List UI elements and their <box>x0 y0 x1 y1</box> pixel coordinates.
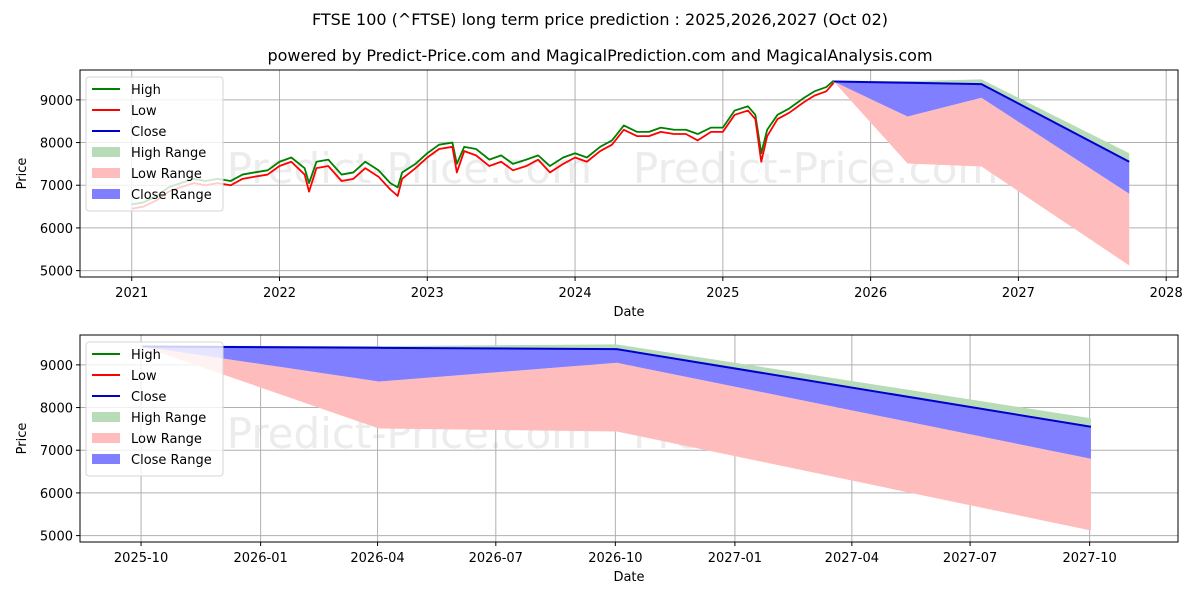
x-tick-label: 2026 <box>854 286 887 301</box>
close-range-band <box>142 346 1091 459</box>
legend-close-range-swatch <box>92 454 120 464</box>
x-tick-label: 2026-01 <box>233 551 287 566</box>
y-tick-label: 5000 <box>40 265 73 280</box>
low-range-band <box>833 81 1130 266</box>
high-price-line <box>131 79 835 206</box>
legend-frame <box>85 76 224 212</box>
y-tick-label: 7000 <box>40 444 73 459</box>
legend-label: Close Range <box>131 453 212 468</box>
y-tick-label: 8000 <box>40 137 73 152</box>
legend-high-range-swatch <box>92 412 120 422</box>
low-range-band <box>142 346 1091 531</box>
x-axis-label: Date <box>613 570 644 585</box>
y-tick-label: 5000 <box>40 530 73 545</box>
legend-label: Low <box>131 369 157 384</box>
x-tick-label: 2023 <box>411 286 444 301</box>
legend-label: High <box>131 348 161 363</box>
legend: High Low Close High Range Low Range Close Ran… <box>85 341 224 477</box>
x-axis-label: Date <box>613 305 644 320</box>
chart-subtitle: powered by Predict-Price.com and Magical… <box>267 46 933 65</box>
close-forecast-line <box>142 345 1092 428</box>
x-tick-label: 2025-10 <box>114 551 168 566</box>
x-tick-label: 2028 <box>1150 286 1183 301</box>
legend-frame <box>85 341 224 477</box>
overview-axes: Predict-Price.com Predict-Price.com 2021 20… <box>15 69 1183 320</box>
y-axis-label: Price <box>15 158 30 190</box>
x-tick-label: 2027-07 <box>943 551 997 566</box>
x-tick-label: 2027-04 <box>825 551 879 566</box>
legend-low-range-swatch <box>92 433 120 443</box>
x-tick-label: 2021 <box>115 286 148 301</box>
legend-label: Close <box>131 125 166 140</box>
x-tick-label: 2027-01 <box>708 551 762 566</box>
low-price-line <box>131 82 835 210</box>
axes-frame <box>79 334 1179 543</box>
x-tick-label: 2026-10 <box>588 551 642 566</box>
legend-close-range-swatch <box>92 189 120 199</box>
legend-high-range-swatch <box>92 147 120 157</box>
y-tick-label: 7000 <box>40 179 73 194</box>
legend-label: Close Range <box>131 188 212 203</box>
legend-label: High <box>131 83 161 98</box>
legend-label: Close <box>131 390 166 405</box>
legend-label: Low Range <box>131 167 202 182</box>
y-tick-label: 6000 <box>40 487 73 502</box>
y-tick-label: 6000 <box>40 222 73 237</box>
x-tick-label: 2025 <box>706 286 739 301</box>
close-forecast-line <box>833 80 1130 163</box>
x-tick-label: 2027 <box>1002 286 1035 301</box>
y-tick-label: 9000 <box>40 94 73 109</box>
x-tick-label: 2027-10 <box>1062 551 1116 566</box>
y-axis-label: Price <box>15 423 30 455</box>
y-tick-label: 8000 <box>40 402 73 417</box>
legend: High Low Close High Range Low Range Close Ran… <box>85 76 224 212</box>
x-tick-label: 2026-07 <box>469 551 523 566</box>
legend-low-range-swatch <box>92 168 120 178</box>
x-tick-label: 2024 <box>559 286 592 301</box>
legend-label: Low <box>131 104 157 119</box>
close-range-band <box>833 81 1130 194</box>
axes-frame <box>79 69 1179 278</box>
legend-label: High Range <box>131 146 206 161</box>
forecast-axes: Predict-Price.comPredict-Price.com2025-1… <box>15 334 1179 585</box>
chart-title: FTSE 100 (^FTSE) long term price predict… <box>311 10 889 29</box>
x-tick-label: 2026-04 <box>350 551 404 566</box>
y-tick-label: 9000 <box>40 359 73 374</box>
legend-label: High Range <box>131 411 206 426</box>
x-tick-label: 2022 <box>263 286 296 301</box>
legend-label: Low Range <box>131 432 202 447</box>
